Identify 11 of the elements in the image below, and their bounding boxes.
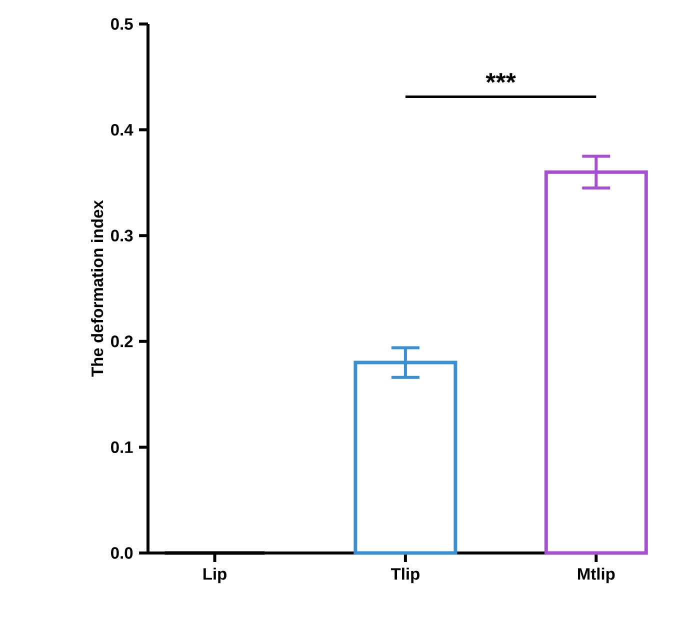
x-tick-label: Mtlip	[578, 568, 615, 584]
y-tick-label: 0.1	[111, 441, 133, 454]
y-tick-label: 0.0	[111, 547, 133, 559]
y-tick-label: 0.2	[111, 336, 133, 348]
x-tick-label: Tlip	[390, 568, 420, 584]
y-tick-label: 0.3	[111, 230, 133, 242]
annotation: ***	[486, 73, 516, 83]
y-tick-label: 0.4	[111, 124, 134, 136]
y-axis-title: The deformation index	[91, 200, 104, 377]
y-tick-label: 0.5	[111, 18, 133, 30]
x-tick-label: Lip	[203, 568, 226, 584]
